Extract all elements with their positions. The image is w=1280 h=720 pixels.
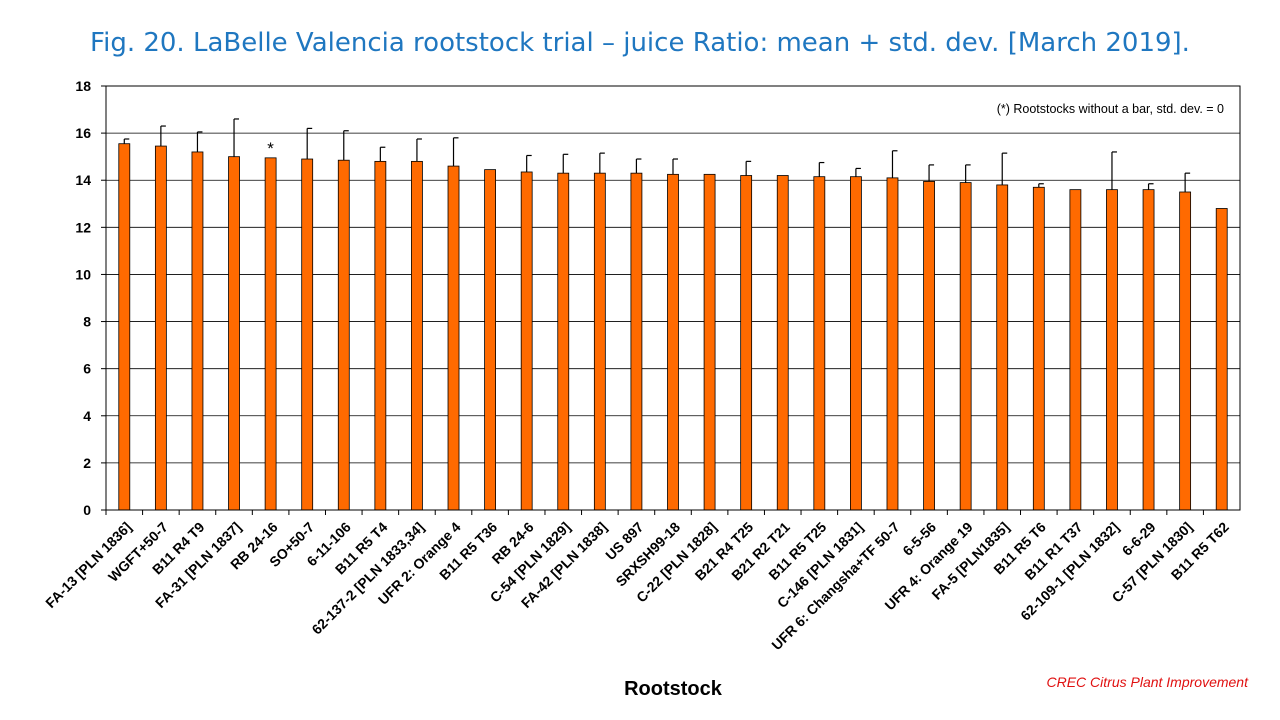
bars <box>118 143 1228 511</box>
bar <box>301 158 314 511</box>
bar <box>1069 189 1082 511</box>
bar <box>191 151 204 511</box>
y-tick-label: 12 <box>75 219 91 235</box>
bar <box>1032 186 1045 511</box>
y-tick-label: 18 <box>75 78 91 94</box>
bar <box>740 175 753 511</box>
y-tick-label: 16 <box>75 125 91 141</box>
y-tick-label: 4 <box>83 408 91 424</box>
bar <box>154 145 167 511</box>
bar <box>520 171 533 511</box>
bar <box>228 156 240 511</box>
bar <box>923 180 935 511</box>
bar <box>118 143 131 511</box>
bar <box>447 165 460 511</box>
zero-sd-marker: * <box>267 139 274 158</box>
y-tick-label: 2 <box>83 455 91 471</box>
bar <box>484 169 496 511</box>
bar <box>1179 191 1192 511</box>
credit-text: CREC Citrus Plant Improvement <box>1046 674 1248 690</box>
bar <box>886 177 899 511</box>
bar <box>1106 189 1118 511</box>
bar <box>337 159 350 511</box>
bar <box>776 175 789 511</box>
bar <box>813 176 826 511</box>
bar <box>593 172 606 511</box>
error-bars: * <box>123 118 1191 192</box>
bar <box>264 157 277 511</box>
bar <box>1142 189 1155 511</box>
bar <box>703 173 716 511</box>
y-tick-label: 10 <box>75 266 91 282</box>
chart-annotation: (*) Rootstocks without a bar, std. dev. … <box>997 102 1224 116</box>
y-tick-label: 8 <box>83 314 91 330</box>
y-tick-label: 6 <box>83 361 91 377</box>
bar <box>996 184 1009 511</box>
bar <box>630 172 643 511</box>
y-tick-label: 14 <box>75 172 91 188</box>
bar <box>411 160 423 511</box>
bar <box>1215 208 1228 511</box>
bar <box>959 182 972 511</box>
bar <box>667 173 679 511</box>
plot-frame <box>105 85 1241 511</box>
chart-title: Fig. 20. LaBelle Valencia rootstock tria… <box>90 28 1190 58</box>
bar <box>850 176 862 511</box>
y-tick-label: 0 <box>83 502 91 518</box>
x-axis-title: Rootstock <box>624 678 722 700</box>
y-axis: 0 2 4 6 8 10 12 14 16 18 <box>75 78 106 518</box>
bar <box>374 160 387 511</box>
bar <box>557 172 570 511</box>
